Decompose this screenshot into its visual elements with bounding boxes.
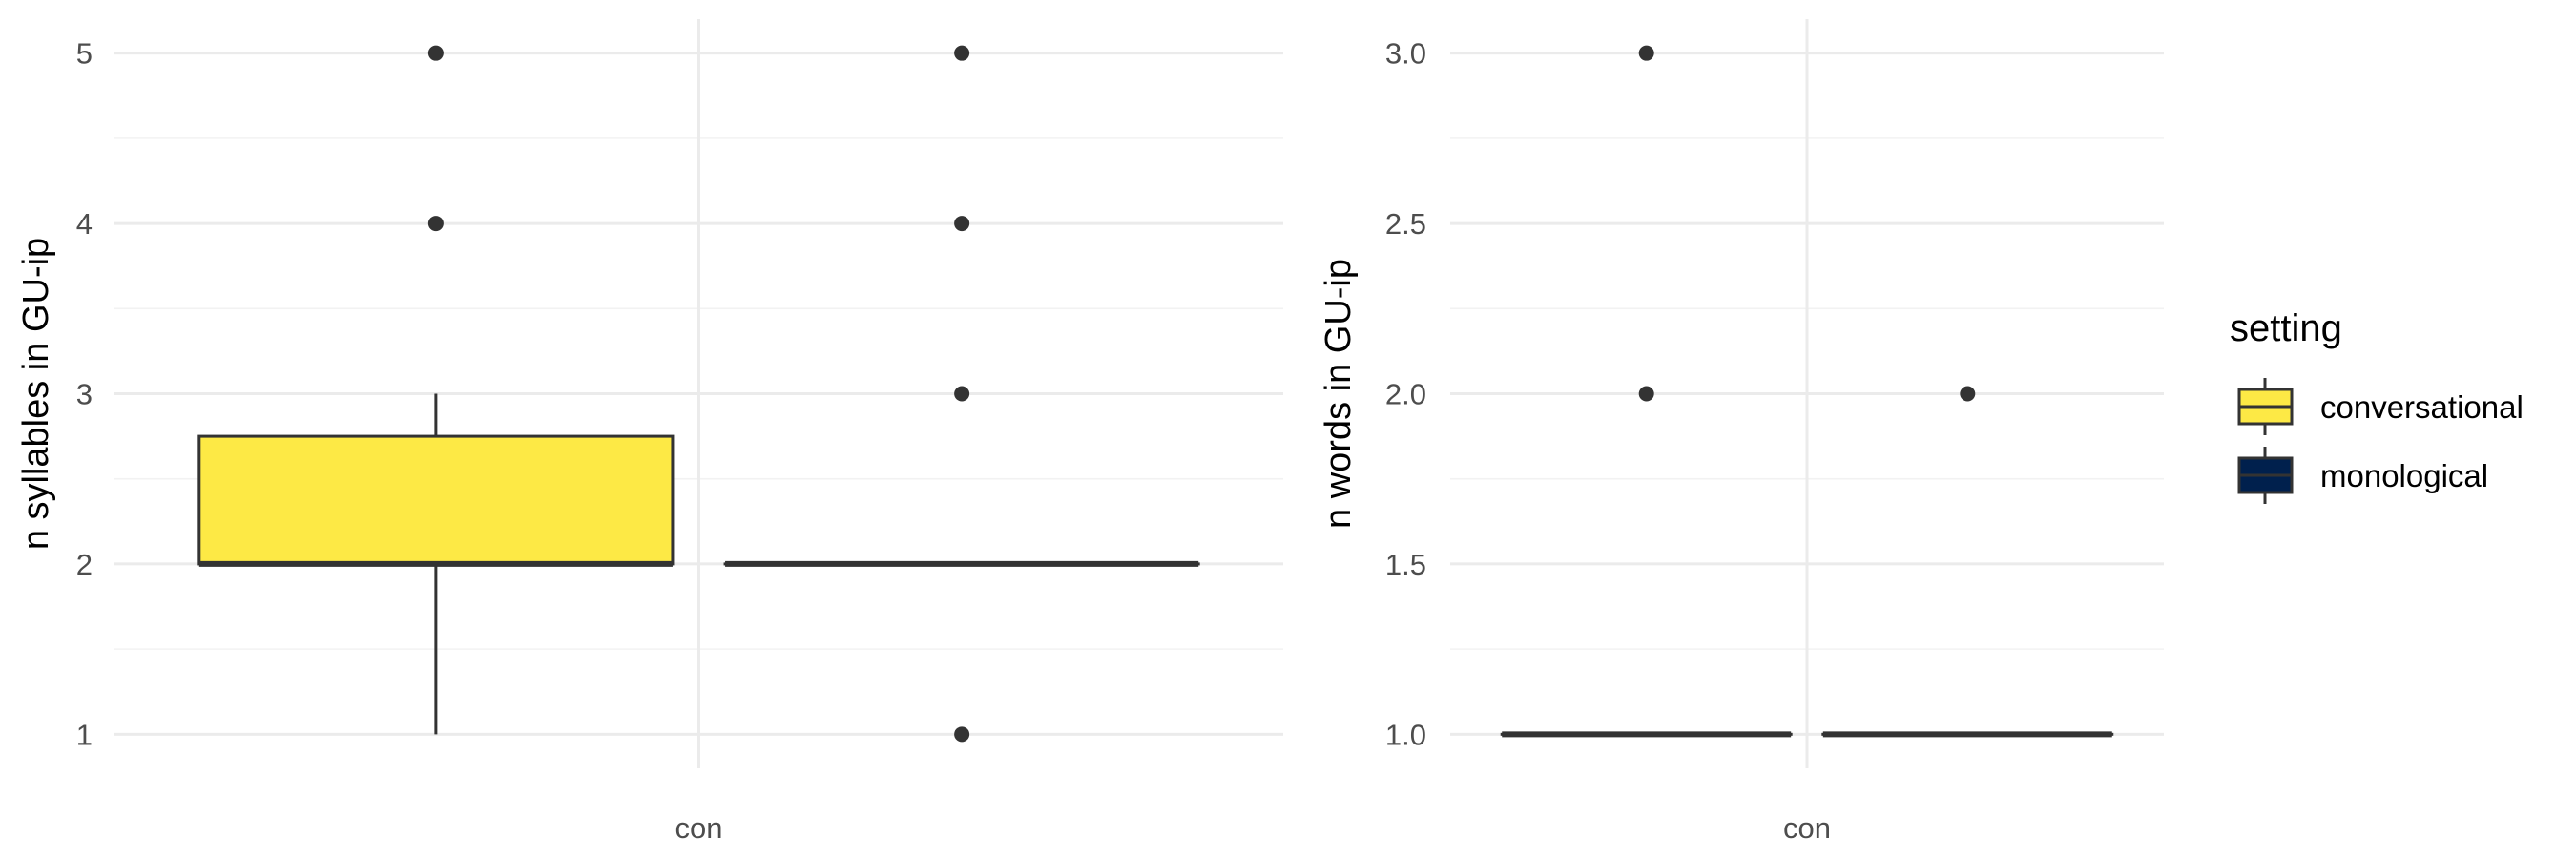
- outlier-point: [954, 45, 970, 61]
- outlier-point: [427, 216, 444, 232]
- y-tick-label: 3: [76, 378, 93, 411]
- y-axis-title: n words in GU-ip: [1319, 259, 1359, 529]
- box-conversational: [1500, 45, 1793, 738]
- legend-label-monological: monological: [2320, 458, 2488, 493]
- y-tick-label: 1: [76, 718, 93, 751]
- y-tick-label: 5: [76, 37, 93, 71]
- y-tick-label: 4: [76, 207, 93, 241]
- y-tick-label: 1.5: [1385, 548, 1426, 581]
- box-monological: [1821, 386, 2114, 738]
- legend: setting conversational monological: [2230, 307, 2524, 504]
- outlier-point: [954, 726, 970, 743]
- outlier-point: [1638, 386, 1654, 402]
- y-tick-label: 2.0: [1385, 378, 1426, 411]
- y-tick-label: 1.0: [1385, 718, 1426, 751]
- outlier-point: [1638, 45, 1654, 61]
- legend-title: setting: [2230, 307, 2342, 349]
- legend-label-conversational: conversational: [2320, 389, 2524, 425]
- panel-syllables: 1 2 3 4 5 con n syllables in GU-ip: [16, 19, 1283, 845]
- y-tick-label: 3.0: [1385, 37, 1426, 71]
- x-tick-label: con: [1783, 811, 1831, 845]
- y-tick-label: 2: [76, 548, 93, 581]
- panel-words: 1.0 1.5 2.0 2.5 3.0 con n words in GU-ip: [1319, 19, 2164, 845]
- legend-item-monological: monological: [2237, 447, 2488, 504]
- outlier-point: [954, 386, 970, 402]
- box-body: [197, 434, 675, 566]
- outlier-point: [1960, 386, 1976, 402]
- y-axis-title: n syllables in GU-ip: [16, 238, 56, 550]
- box-conversational: [197, 45, 675, 735]
- box-monological: [723, 45, 1200, 743]
- y-tick-label: 2.5: [1385, 207, 1426, 241]
- outlier-point: [954, 216, 970, 232]
- legend-item-conversational: conversational: [2237, 378, 2524, 435]
- outlier-point: [427, 45, 444, 61]
- x-tick-label: con: [675, 811, 723, 845]
